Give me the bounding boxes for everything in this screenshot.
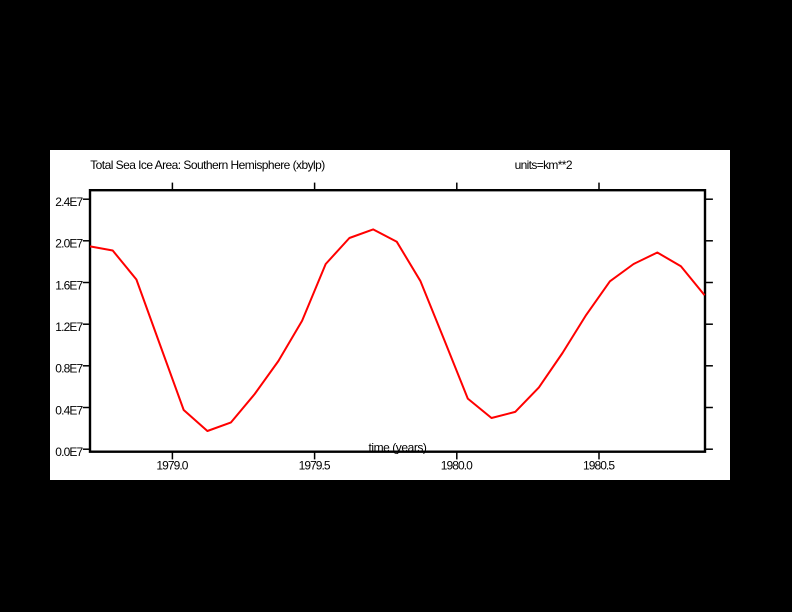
svg-text:units=km**2: units=km**2 xyxy=(515,158,573,172)
svg-text:0.4E7: 0.4E7 xyxy=(55,403,83,417)
svg-text:time (years): time (years) xyxy=(369,441,427,455)
svg-text:2.4E7: 2.4E7 xyxy=(55,195,83,209)
svg-text:1980.5: 1980.5 xyxy=(583,458,615,472)
svg-text:1979.5: 1979.5 xyxy=(299,458,331,472)
svg-text:0.0E7: 0.0E7 xyxy=(55,445,83,459)
svg-text:1.6E7: 1.6E7 xyxy=(55,278,83,292)
svg-text:1979.0: 1979.0 xyxy=(156,458,188,472)
svg-text:0.8E7: 0.8E7 xyxy=(55,362,83,376)
svg-text:2.0E7: 2.0E7 xyxy=(55,237,83,251)
svg-text:Total Sea Ice Area: Southern H: Total Sea Ice Area: Southern Hemisphere … xyxy=(90,158,325,172)
svg-text:1980.0: 1980.0 xyxy=(441,458,473,472)
svg-text:1.2E7: 1.2E7 xyxy=(55,320,83,334)
